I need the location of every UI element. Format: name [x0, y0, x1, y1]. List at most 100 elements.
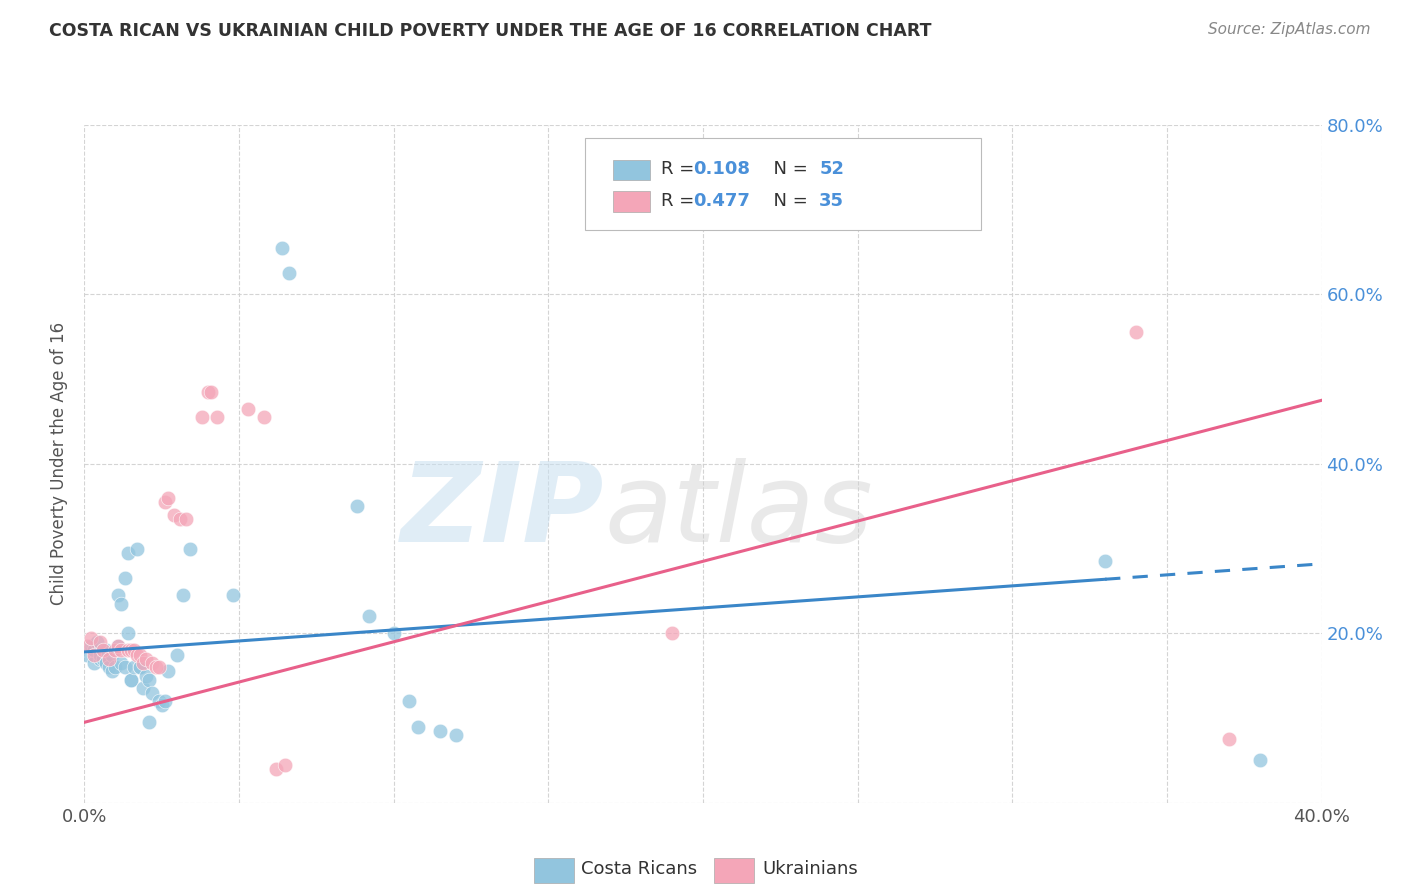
Point [110, 656, 132, 670]
Text: 52: 52 [820, 160, 845, 178]
Point [135, 651, 157, 665]
Point [238, 401, 260, 416]
Point [89, 635, 111, 649]
Point [264, 762, 287, 776]
Point [117, 643, 139, 657]
Point [207, 410, 229, 425]
Point [444, 728, 467, 742]
Point [89, 651, 111, 665]
Point [163, 508, 186, 522]
Point [94, 656, 117, 670]
Text: N =: N = [762, 192, 814, 210]
Point [104, 660, 127, 674]
Point [110, 643, 132, 657]
Point [429, 723, 451, 738]
Point [120, 643, 142, 657]
Point [179, 541, 201, 556]
Text: 0.108: 0.108 [693, 160, 751, 178]
Point [141, 685, 163, 699]
Text: atlas: atlas [605, 458, 873, 565]
Point [277, 266, 299, 280]
FancyBboxPatch shape [613, 191, 650, 211]
Point [191, 410, 214, 425]
Text: 0.477: 0.477 [693, 192, 749, 210]
Point [138, 673, 160, 687]
Point [138, 715, 160, 730]
Point [104, 643, 127, 657]
Text: COSTA RICAN VS UKRAINIAN CHILD POVERTY UNDER THE AGE OF 16 CORRELATION CHART: COSTA RICAN VS UKRAINIAN CHILD POVERTY U… [49, 22, 932, 40]
Point [114, 660, 136, 674]
Point [125, 648, 148, 662]
Point [132, 656, 155, 670]
Point [197, 384, 219, 399]
Point [120, 673, 142, 687]
Point [1125, 326, 1147, 340]
Point [156, 665, 179, 679]
Point [79, 631, 101, 645]
Point [114, 571, 136, 585]
Point [382, 626, 405, 640]
Text: R =: R = [661, 160, 700, 178]
Point [129, 648, 152, 662]
Text: R =: R = [661, 192, 700, 210]
Point [89, 648, 111, 662]
Point [129, 660, 152, 674]
Point [98, 651, 121, 665]
Text: Ukrainians: Ukrainians [762, 860, 858, 878]
Point [91, 643, 114, 657]
Point [398, 694, 420, 708]
Point [79, 639, 101, 653]
Point [408, 719, 430, 733]
Text: ZIP: ZIP [401, 458, 605, 565]
Point [274, 757, 297, 772]
Point [153, 495, 176, 509]
Point [107, 588, 129, 602]
Point [271, 241, 294, 255]
Point [86, 635, 108, 649]
Text: N =: N = [762, 160, 814, 178]
Point [135, 669, 157, 683]
Point [101, 648, 124, 662]
FancyBboxPatch shape [585, 138, 981, 230]
Point [253, 410, 276, 425]
Point [148, 660, 170, 674]
Point [148, 694, 170, 708]
Point [107, 639, 129, 653]
Point [132, 681, 155, 696]
Point [117, 626, 139, 640]
Point [110, 597, 132, 611]
Point [125, 541, 148, 556]
Point [91, 651, 114, 665]
Point [76, 639, 98, 653]
Point [98, 660, 121, 674]
Point [153, 694, 176, 708]
Point [150, 698, 173, 713]
Point [357, 609, 380, 624]
Point [156, 491, 179, 505]
Point [120, 673, 142, 687]
Text: 35: 35 [820, 192, 845, 210]
Point [94, 643, 117, 657]
Point [107, 639, 129, 653]
Point [661, 626, 683, 640]
Point [122, 643, 145, 657]
FancyBboxPatch shape [613, 161, 650, 180]
Point [1094, 554, 1116, 568]
Text: Costa Ricans: Costa Ricans [581, 860, 697, 878]
Point [145, 660, 167, 674]
Point [222, 588, 245, 602]
Point [117, 546, 139, 560]
Point [83, 648, 105, 662]
Text: Source: ZipAtlas.com: Source: ZipAtlas.com [1208, 22, 1371, 37]
Point [169, 512, 191, 526]
Point [83, 643, 105, 657]
Point [166, 648, 188, 662]
Point [76, 648, 98, 662]
Point [176, 512, 198, 526]
Point [129, 660, 152, 674]
Point [122, 660, 145, 674]
Point [1249, 753, 1271, 767]
Point [83, 656, 105, 670]
Point [172, 588, 194, 602]
Point [346, 500, 368, 514]
